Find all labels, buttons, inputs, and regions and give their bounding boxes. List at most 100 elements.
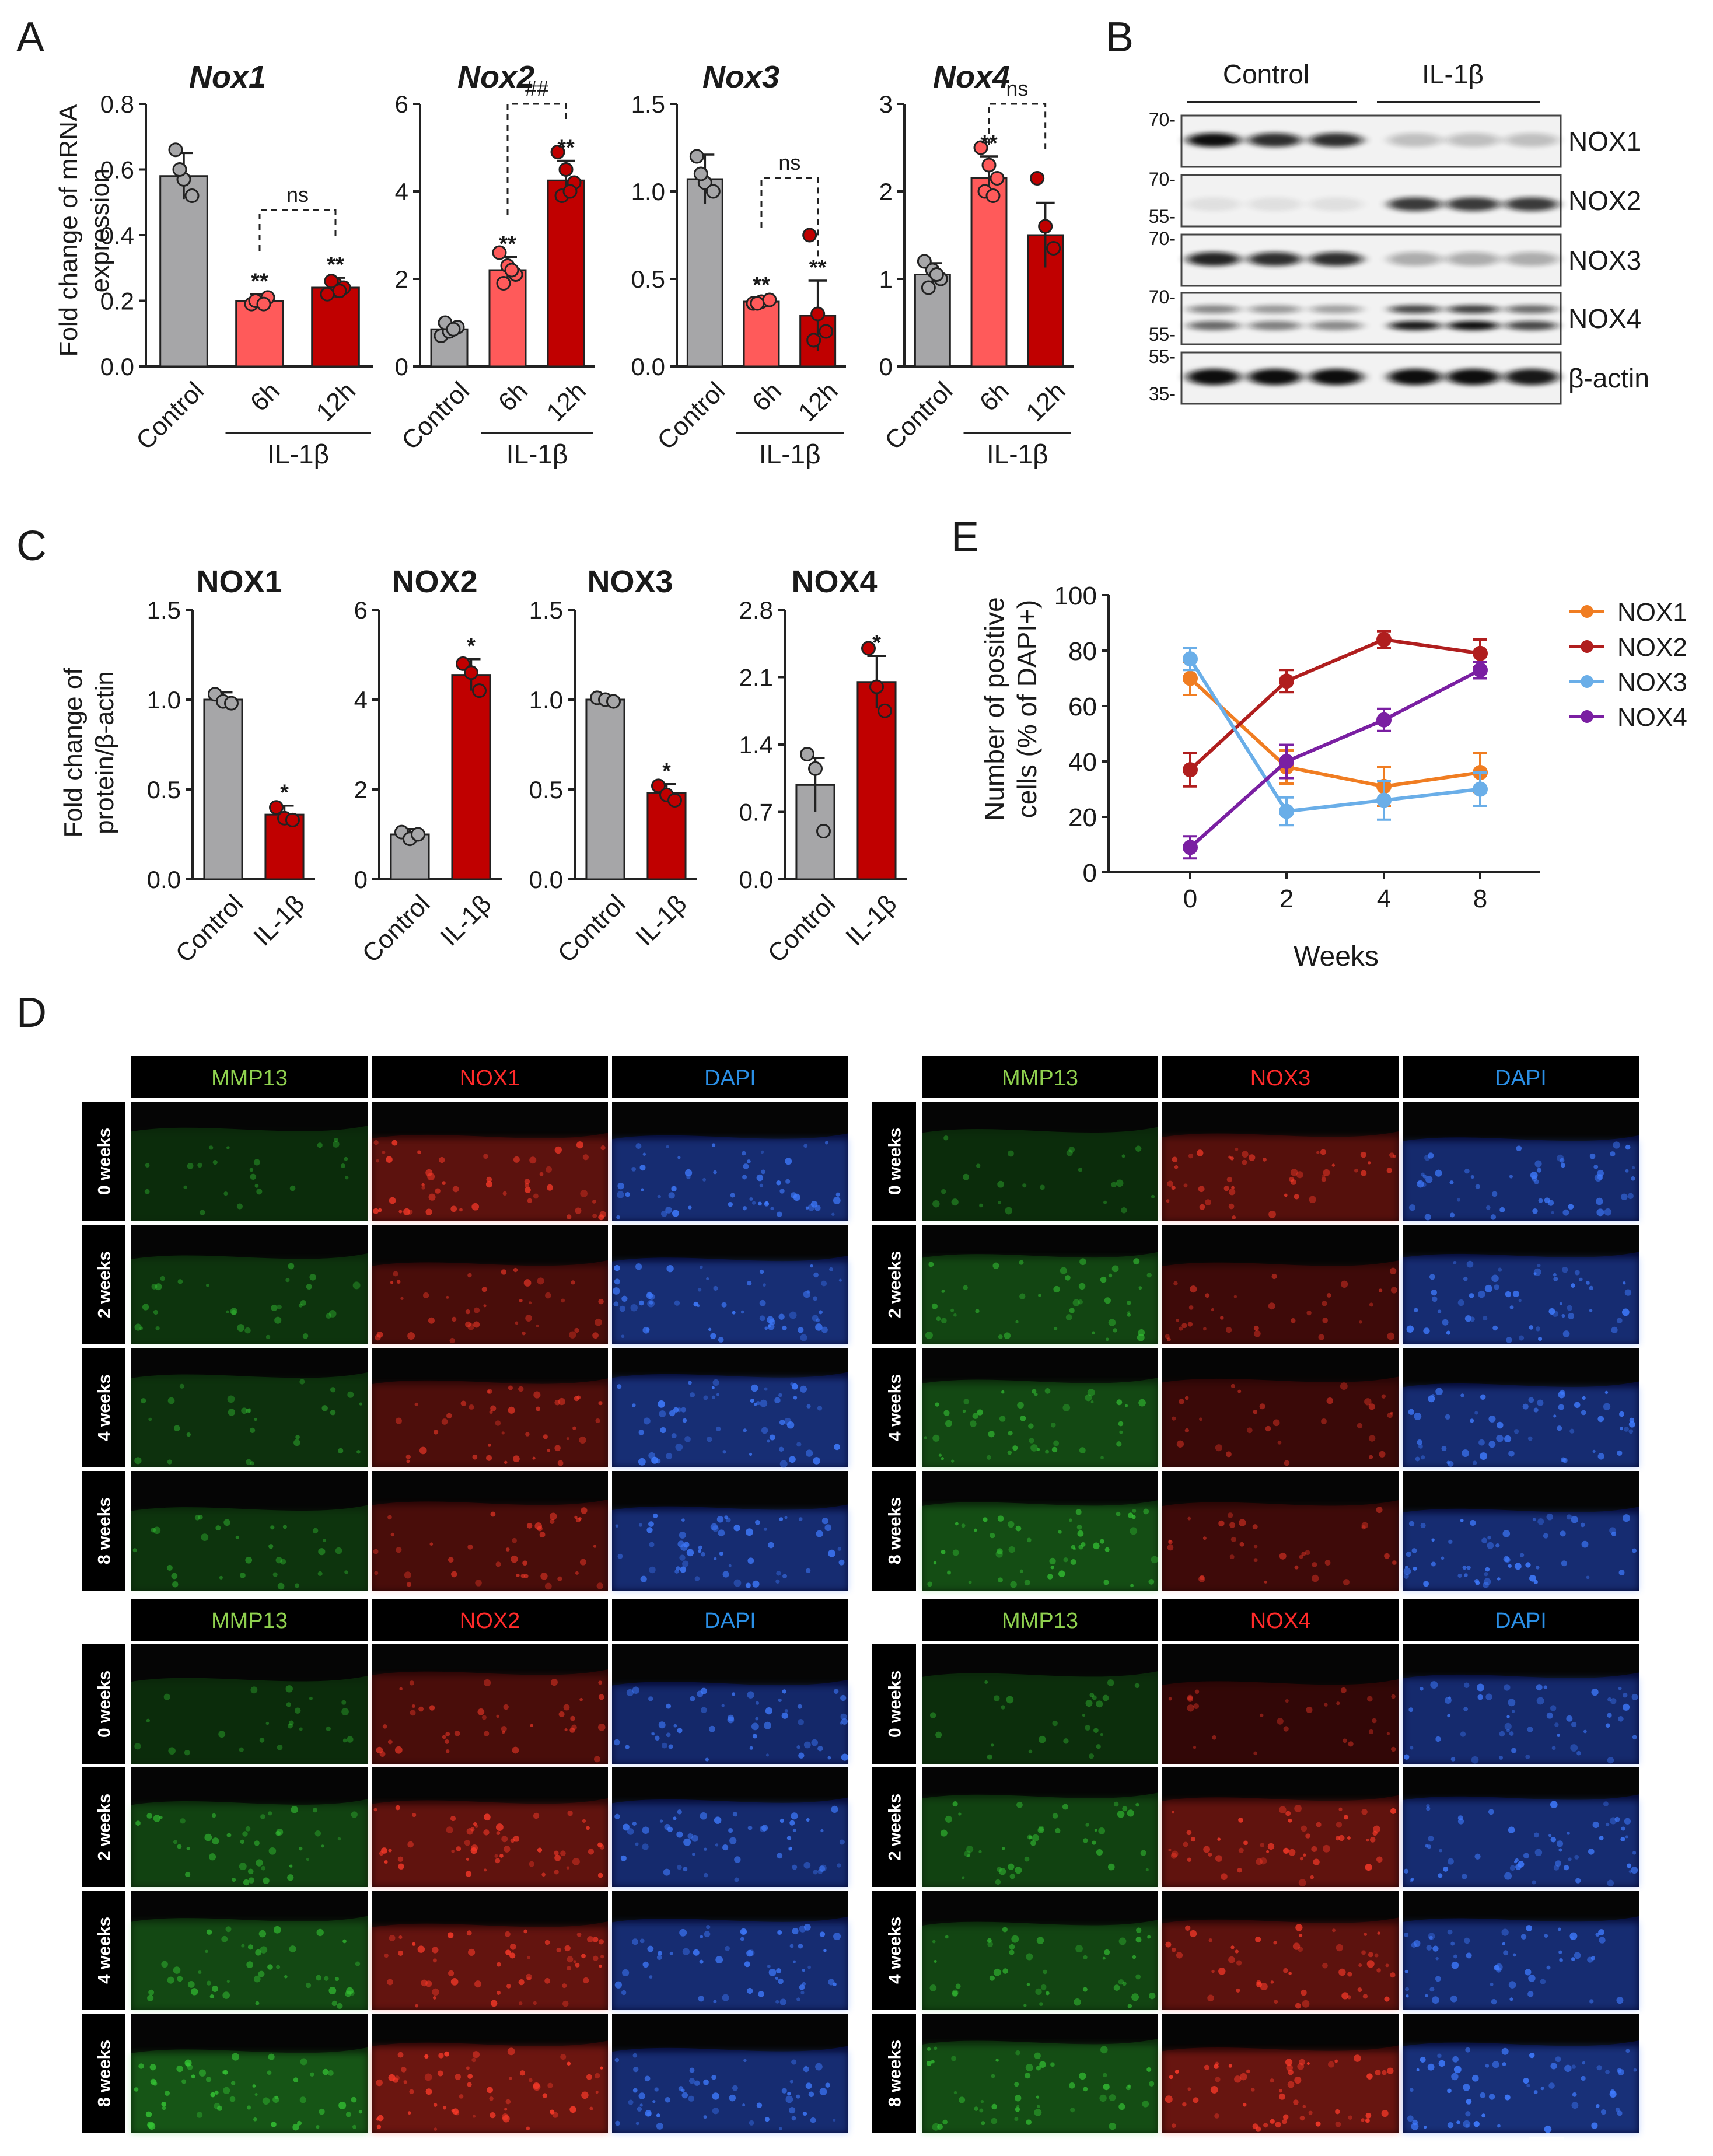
cell-dot [499,1854,504,1858]
cell-dot [1533,2090,1538,2094]
data-point [1030,171,1045,186]
cell-dot [704,1931,711,1938]
blot-band [1187,321,1240,330]
cell-dot [1099,2094,1107,2102]
cell-dot [1260,1843,1264,1847]
cell-dot [1609,1527,1616,1534]
channel-header [1162,1056,1399,1098]
timepoint-label: 0 weeks [95,1671,114,1738]
panel-letter-b: B [1106,14,1134,61]
cell-dot [409,2089,414,2094]
channel-header [1403,1599,1639,1641]
cell-dot [1167,1544,1174,1551]
series-point [1376,792,1392,808]
cell-dot [803,1923,811,1931]
data-point [324,274,339,289]
cell-dot [1404,1754,1410,1760]
cell-dot [196,2112,203,2118]
cell-dot [943,1135,949,1141]
cell-dot [1567,1305,1573,1311]
cell-dot [421,1183,425,1187]
cell-dot [1089,1693,1095,1697]
cell-dot [691,1834,698,1842]
cell-dot [637,2106,642,2112]
cell-dot [1295,1924,1303,1931]
cell-dot [1453,2066,1462,2074]
cell-dot [833,1197,841,1204]
cell-dot [1519,1335,1525,1341]
bar-12h [311,286,360,368]
cell-dot [613,1301,619,1307]
cell-dot [1514,1860,1518,1864]
cell-dot [952,1801,958,1807]
cell-dot [1103,1580,1109,1585]
cell-dot [1617,1450,1623,1456]
cell-dot [135,1820,141,1826]
cell-dot [768,1542,774,1549]
cell-dot [552,2112,558,2118]
data-point [172,162,187,177]
cell-dot [1555,1860,1562,1867]
cell-dot [259,1738,265,1743]
cell-dot [671,1186,677,1192]
cell-dot [288,1723,293,1729]
cell-dot [679,1554,686,1561]
tissue-glow [922,1257,1158,1344]
cell-dot [1016,2105,1020,2109]
cell-dot [673,1816,677,1820]
cell-dot [1496,1434,1504,1442]
cell-dot [1624,1818,1631,1825]
cell-dot [1615,2107,1620,2112]
cell-dot [254,2092,258,2096]
cell-dot [1604,1390,1609,1395]
cell-dot [599,1844,605,1850]
data-point [472,683,487,698]
y-tick-label: 20 [1068,803,1097,832]
micrograph-nox3-2-weeks [1162,1225,1399,1344]
cell-dot [502,2113,509,2120]
cell-dot [756,1401,761,1406]
micrograph-mmp13-2-weeks [131,1767,368,1887]
cell-dot [988,1431,995,1438]
blot-band [1505,321,1558,330]
cell-dot [1260,1983,1268,1991]
cell-dot [469,1404,474,1410]
cell-dot [686,1549,694,1557]
cell-dot [422,1292,429,1299]
cell-dot [503,1846,511,1853]
cell-dot [1336,1944,1344,1952]
cell-dot [468,1948,476,1956]
cell-dot [1187,1696,1194,1702]
cell-dot [1560,1158,1565,1163]
cell-dot [1536,1684,1543,1691]
cell-dot [1298,1947,1303,1952]
cell-dot [681,1518,685,1522]
cell-dot [1362,1994,1368,1999]
cell-dot [1445,1414,1450,1420]
cell-dot [819,1931,826,1937]
cell-dot [1228,1203,1235,1210]
cell-dot [267,2070,272,2075]
cell-dot [247,1868,254,1875]
cell-dot [395,1805,401,1811]
cell-dot [1078,1168,1083,1172]
cell-dot [1136,1927,1142,1933]
cell-dot [1596,2065,1602,2071]
cell-dot [764,1326,768,1330]
cell-dot [1036,2095,1040,2099]
significance-star: ** [327,253,344,277]
cell-dot [451,1571,457,1578]
cell-dot [1255,1936,1261,1942]
cell-dot [410,1710,416,1716]
cell-dot [699,1959,704,1964]
cell-dot [711,1386,715,1389]
blot-mw-marker: 35- [1149,383,1176,404]
cell-dot [1611,1326,1618,1333]
cell-dot [820,1829,824,1833]
cell-dot [1423,2126,1427,2129]
channel-header-label: DAPI [1495,1609,1547,1633]
cell-dot [300,1299,306,1306]
cell-dot [756,2102,763,2108]
cell-dot [758,1991,764,1997]
